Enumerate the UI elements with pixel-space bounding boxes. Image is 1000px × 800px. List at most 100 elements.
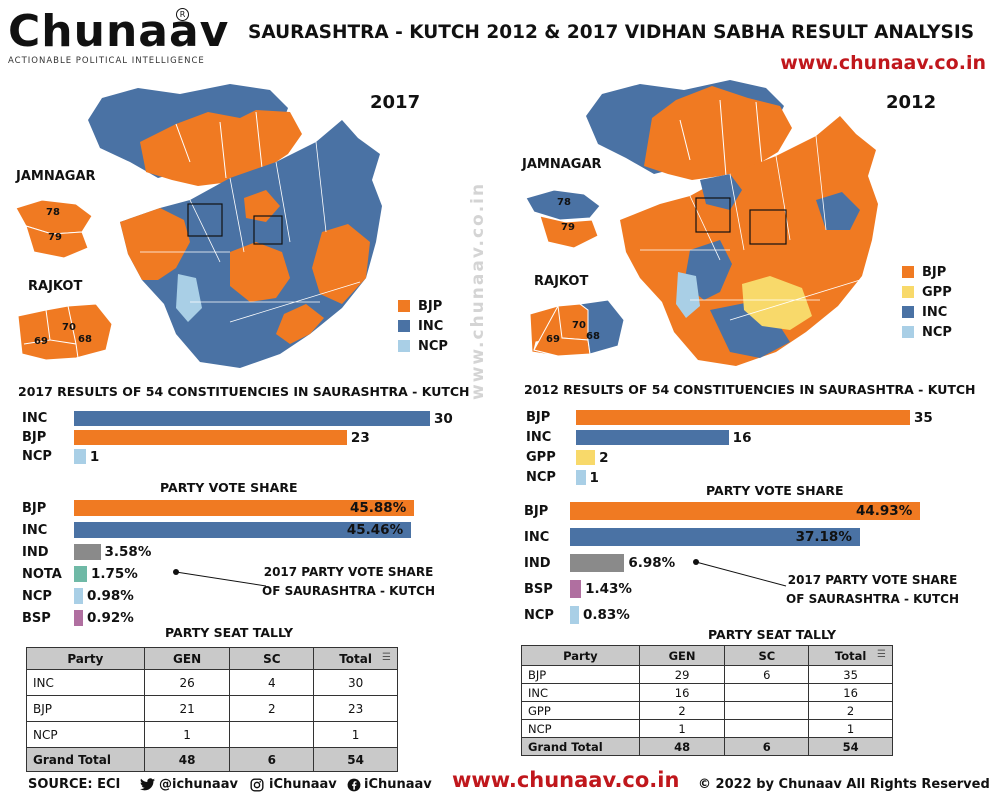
table-cell: 16 <box>638 683 726 702</box>
bar-category-label: INC <box>22 411 48 426</box>
column-header[interactable]: Total ☰ <box>313 647 398 670</box>
filter-icon[interactable]: ☰ <box>877 649 886 660</box>
bar-bjp <box>570 502 920 520</box>
table-cell: Grand Total <box>521 737 640 756</box>
table-row: BJP 29 6 35 <box>521 665 893 684</box>
jamnagar-label: JAMNAGAR <box>16 169 96 184</box>
legend-item: BJP <box>902 262 952 282</box>
table-cell: 6 <box>724 665 810 684</box>
table-cell: 23 <box>313 695 398 722</box>
legend-label: BJP <box>922 264 947 280</box>
table-cell: 6 <box>229 747 315 772</box>
bar-category-label: GPP <box>526 450 556 465</box>
bar-category-label: NOTA <box>22 566 62 582</box>
instagram-handle-text: iChunaav <box>269 777 337 792</box>
bar-bjp <box>74 500 414 516</box>
table-cell: INC <box>26 669 145 696</box>
footer-website-link[interactable]: www.chunaav.co.in <box>452 768 680 792</box>
rajkot-69-label: 69 <box>546 334 560 345</box>
facebook-icon <box>347 778 361 791</box>
bar-value-label: 1 <box>589 469 599 486</box>
table-cell <box>724 683 810 702</box>
twitter-handle[interactable]: @ichunaav <box>140 777 238 792</box>
bar-category-label: BSP <box>524 581 553 597</box>
table-row: NCP 1 1 <box>521 719 893 738</box>
seat-tally-table-2012: Party GEN SC Total ☰ BJP 29 6 35 INC 16 1… <box>521 645 893 756</box>
table-cell: GPP <box>521 701 640 720</box>
legend-swatch <box>398 300 410 312</box>
column-header-label: Total <box>339 651 372 666</box>
bar-category-label: INC <box>526 430 552 445</box>
bar-category-label: INC <box>22 522 48 538</box>
bar-bjp <box>74 430 347 445</box>
rajkot-68-label: 68 <box>78 334 92 345</box>
map-2017 <box>88 84 382 368</box>
bar-category-label: INC <box>524 529 550 545</box>
legend-item: BJP <box>398 296 448 316</box>
bar-value-label: 0.83% <box>583 607 630 623</box>
registered-mark: R <box>176 8 189 21</box>
table-cell: 48 <box>638 737 726 756</box>
column-header: Party <box>521 645 640 666</box>
facebook-handle[interactable]: iChunaav <box>347 777 432 792</box>
bar-value-label: 37.18% <box>795 529 852 545</box>
bar-category-label: NCP <box>524 607 554 623</box>
chunaav-logo: Chunaav <box>8 6 230 57</box>
saurashtra-bjp-west <box>120 208 190 280</box>
map-2012 <box>586 80 878 366</box>
jamnagar-78-label: 78 <box>557 197 571 208</box>
rajkot-68-label: 68 <box>586 331 600 342</box>
annotation-line: 2017 PARTY VOTE SHARE <box>787 573 958 587</box>
header-website-link[interactable]: www.chunaav.co.in <box>780 52 986 74</box>
bar-category-label: NCP <box>22 449 52 464</box>
instagram-handle[interactable]: iChunaav <box>250 777 337 792</box>
bar-category-label: BJP <box>22 430 47 445</box>
column-header: SC <box>724 645 810 666</box>
bar-value-label: 30 <box>434 410 453 427</box>
legend-swatch <box>398 320 410 332</box>
bar-ncp <box>74 588 83 604</box>
saurashtra-gpp <box>742 276 812 330</box>
legend-item: INC <box>398 316 448 336</box>
legend-swatch <box>902 306 914 318</box>
table-cell: 4 <box>229 669 315 696</box>
bar-category-label: BJP <box>526 410 551 425</box>
tally-title-2017: PARTY SEAT TALLY <box>165 625 294 640</box>
legend-label: INC <box>922 304 948 320</box>
twitter-handle-text: @ichunaav <box>159 777 238 792</box>
bar-inc <box>74 411 430 426</box>
table-cell: 1 <box>313 721 398 748</box>
table-row: INC 16 16 <box>521 683 893 702</box>
saurashtra-bjp-south <box>276 304 324 344</box>
vote-share-chart-2012: BJP 44.93% INC 37.18% IND 6.98% BSP 1.43% NCP 0.8… <box>524 502 974 632</box>
seats-title-2017: 2017 RESULTS OF 54 CONSTITUENCIES IN SAU… <box>18 384 470 399</box>
table-row: BJP 21 2 23 <box>26 695 398 722</box>
legend-swatch <box>398 340 410 352</box>
table-cell: BJP <box>26 695 145 722</box>
table-cell: 2 <box>638 701 726 720</box>
tagline: ACTIONABLE POLITICAL INTELLIGENCE <box>8 56 205 66</box>
kutch-region-bjp <box>644 86 792 180</box>
table-cell: 48 <box>143 747 231 772</box>
table-cell: 35 <box>808 665 893 684</box>
legend-2017: BJP INC NCP <box>398 296 448 356</box>
column-header[interactable]: Total ☰ <box>808 645 893 666</box>
copyright-text: © 2022 by Chunaav All Rights Reserved <box>698 777 990 792</box>
source-text: SOURCE: ECI <box>28 777 121 792</box>
filter-icon[interactable]: ☰ <box>382 652 391 663</box>
bar-value-label: 2 <box>599 449 609 466</box>
legend-2012: BJP GPP INC NCP <box>902 262 952 342</box>
table-cell: 1 <box>638 719 726 738</box>
bar-ncp <box>576 470 586 485</box>
table-row: NCP 1 1 <box>26 721 398 748</box>
annotation-line: 2017 PARTY VOTE SHARE <box>263 565 434 579</box>
table-cell: BJP <box>521 665 640 684</box>
legend-label: BJP <box>418 298 443 314</box>
table-cell: 1 <box>143 721 231 748</box>
table-cell: 54 <box>808 737 893 756</box>
legend-label: NCP <box>418 338 448 354</box>
table-cell: Grand Total <box>26 747 145 772</box>
legend-item: GPP <box>902 282 952 302</box>
legend-swatch <box>902 286 914 298</box>
saurashtra-inc-east <box>816 192 860 230</box>
